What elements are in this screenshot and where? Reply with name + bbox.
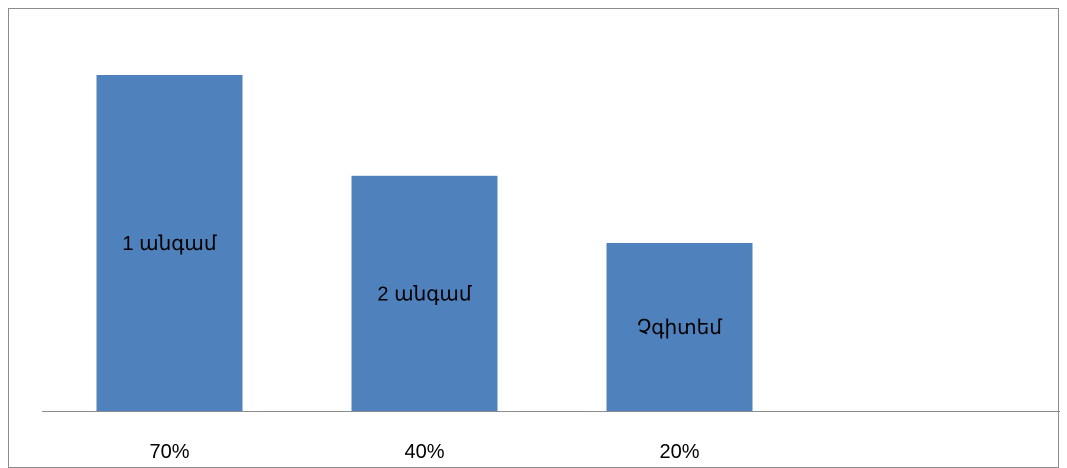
bar-0	[96, 75, 243, 411]
x-tick-label-0: 70%	[149, 441, 189, 459]
bar-label-0: 1 անգամ	[122, 233, 216, 255]
x-tick-label-1: 40%	[404, 441, 444, 459]
bar-label-1: 2 անգամ	[377, 283, 471, 305]
x-tick-label-2: 20%	[659, 441, 699, 459]
x-tick-labels-group: 70% 40% 20%	[149, 441, 699, 459]
bar-label-2: Չգիտեմ	[637, 317, 722, 339]
bar-1	[351, 175, 498, 411]
bar-2	[606, 243, 753, 411]
bar-labels-group: 1 անգամ 2 անգամ Չգիտեմ	[122, 233, 722, 339]
bars-group	[96, 75, 753, 411]
